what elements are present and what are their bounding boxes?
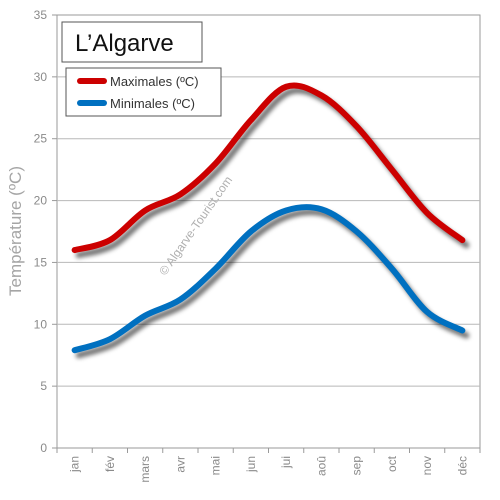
data-point: [74, 249, 76, 251]
data-point: [74, 349, 76, 351]
y-tick-label: 20: [34, 194, 48, 208]
data-point: [179, 299, 181, 301]
y-tick-label: 0: [40, 441, 47, 455]
x-tick-label: jun: [244, 456, 258, 473]
y-tick-label: 30: [34, 70, 48, 84]
chart-title: L’Algarve: [75, 30, 174, 57]
x-tick-label: nov: [420, 456, 434, 475]
data-point: [461, 329, 463, 331]
data-point: [426, 311, 428, 313]
data-point: [215, 268, 217, 270]
data-point: [391, 169, 393, 171]
series-lines: [71, 82, 470, 359]
data-point: [285, 86, 287, 88]
y-tick-label: 15: [34, 255, 48, 269]
data-point: [320, 94, 322, 96]
data-point: [250, 231, 252, 232]
data-point: [144, 315, 146, 317]
y-axis-ticks: 0 5 10 15 20 25 30 35: [34, 8, 57, 455]
x-tick-label: avr: [173, 456, 187, 473]
data-point: [144, 209, 146, 211]
y-axis-title: Température (ºC): [6, 166, 25, 296]
x-tick-label: jui: [279, 456, 293, 469]
x-tick-label: mars: [138, 456, 152, 483]
data-point: [250, 119, 252, 121]
series-line-min: [71, 204, 466, 354]
data-point: [461, 239, 463, 241]
x-axis-ticks: jan fév mars avr mai jun jui aoû sep oct nov déc: [56, 448, 481, 483]
chart-title-box: L’Algarve: [61, 21, 203, 63]
x-tick-label: oct: [385, 455, 399, 472]
data-point: [109, 239, 111, 241]
series-line-max: [71, 82, 466, 254]
data-point: [356, 125, 358, 127]
legend-label: Maximales (ºC): [110, 74, 199, 89]
legend: Maximales (ºC) Minimales (ºC): [65, 67, 222, 117]
data-point: [109, 338, 111, 340]
y-tick-label: 5: [40, 379, 47, 393]
x-tick-label: jan: [68, 456, 82, 473]
x-tick-label: aoû: [314, 456, 328, 476]
x-tick-label: fév: [103, 456, 117, 472]
data-point: [391, 268, 393, 270]
data-point: [320, 208, 322, 210]
data-point: [426, 212, 428, 214]
legend-label: Minimales (ºC): [110, 96, 195, 111]
data-point: [356, 231, 358, 232]
x-tick-label: déc: [455, 456, 469, 475]
y-tick-label: 35: [34, 8, 48, 22]
x-tick-label: sep: [350, 456, 364, 476]
x-tick-label: mai: [209, 456, 223, 475]
data-point: [179, 193, 181, 195]
data-point: [285, 209, 287, 211]
y-tick-label: 25: [34, 132, 48, 146]
y-tick-label: 10: [34, 317, 48, 331]
data-point: [215, 162, 217, 164]
